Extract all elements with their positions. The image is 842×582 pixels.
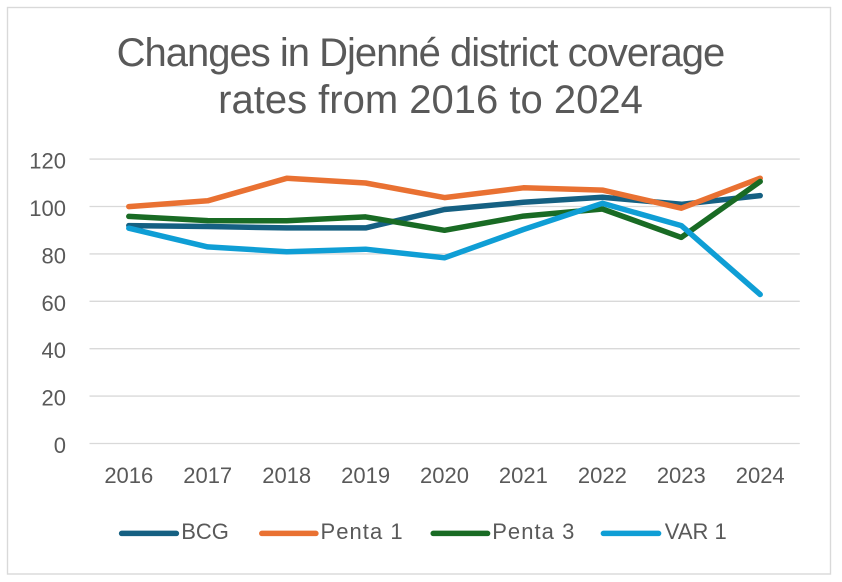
svg-text:40: 40 <box>42 338 66 363</box>
svg-text:2022: 2022 <box>578 463 627 488</box>
svg-text:VAR 1: VAR 1 <box>665 519 727 544</box>
svg-text:rates from 2016 to 2024: rates from 2016 to 2024 <box>218 78 643 122</box>
svg-text:BCG: BCG <box>181 519 229 544</box>
svg-text:2020: 2020 <box>420 463 469 488</box>
svg-text:2017: 2017 <box>183 463 232 488</box>
svg-text:2018: 2018 <box>262 463 311 488</box>
svg-text:Penta 3: Penta 3 <box>492 519 575 544</box>
svg-text:2019: 2019 <box>341 463 390 488</box>
svg-text:Changes in Djenné district cov: Changes in Djenné district coverage <box>117 31 725 75</box>
svg-text:2016: 2016 <box>104 463 153 488</box>
svg-text:60: 60 <box>42 291 66 316</box>
svg-text:20: 20 <box>42 386 66 411</box>
svg-text:2021: 2021 <box>499 463 548 488</box>
svg-text:Penta 1: Penta 1 <box>321 519 404 544</box>
svg-text:120: 120 <box>29 149 66 174</box>
svg-text:100: 100 <box>29 196 66 221</box>
svg-text:0: 0 <box>54 433 66 458</box>
svg-text:2024: 2024 <box>736 463 785 488</box>
svg-text:2023: 2023 <box>657 463 706 488</box>
svg-text:80: 80 <box>42 243 66 268</box>
